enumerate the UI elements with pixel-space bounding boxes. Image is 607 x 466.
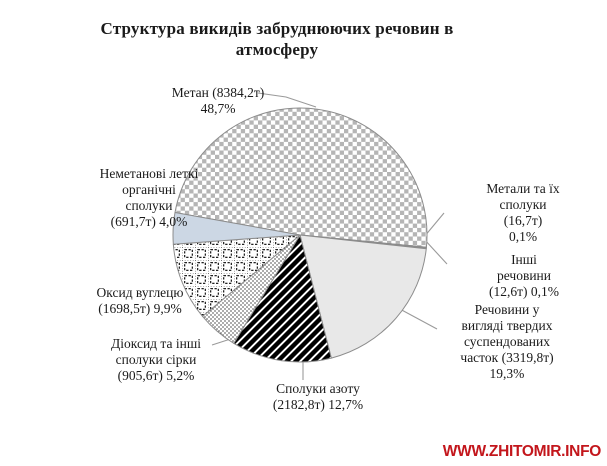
pie-slices-group [172,107,428,363]
leader-line-methane [257,92,317,108]
label-carbon-monoxide: Оксид вуглецю (1698,5т) 9,9% [96,285,184,316]
label-solid-particles: Речовини у вигляді твердих суспендованих… [460,302,554,381]
pie-slice-0 [174,107,428,248]
label-metals: Метали та їх сполуки (16,7т) 0,1% [486,181,560,244]
label-sulfur: Діоксид та інші сполуки сірки (905,6т) 5… [111,336,201,383]
label-nitrogen: Сполуки азоту (2182,8т) 12,7% [272,381,364,412]
label-other-substances: Інші речовини (12,6т) 0,1% [488,252,559,299]
pie-slice-6 [172,234,301,317]
chart-title: Структура викидів забруднюючих речовин в… [100,19,454,59]
pie-slice-4 [233,234,332,363]
leader-line-other [423,238,448,265]
watermark: WWW.ZHITOMIR.INFO [442,443,602,460]
pie-slice-3 [299,234,427,359]
label-nmvoc: Неметанові леткі органічні сполуки (691,… [99,166,199,229]
pie-slice-7 [172,212,301,245]
leader-line-particles [397,307,438,330]
label-methane: Метан (8384,2т) 48,7% [171,85,265,116]
